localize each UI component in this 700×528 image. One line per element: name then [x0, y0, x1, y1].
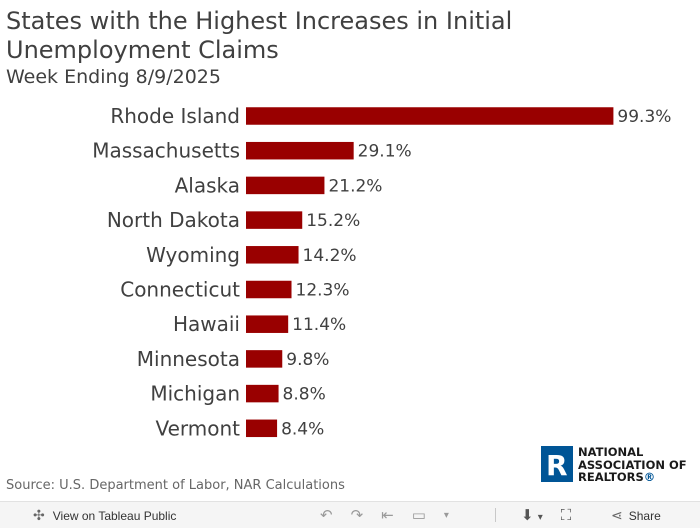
bar[interactable] — [246, 107, 614, 125]
logo-line-1: NATIONAL — [578, 445, 644, 459]
category-label: Alaska — [175, 173, 240, 197]
value-label: 21.2% — [328, 176, 382, 196]
bar-chart: Rhode Island 99.3% Massachusetts 29.1% Alask… — [92, 104, 671, 440]
pause-icon[interactable]: ▭ — [411, 507, 426, 524]
toolbar-divider — [495, 508, 496, 522]
realtor-r-icon: R — [541, 446, 573, 482]
revert-icon[interactable]: ⇤ — [381, 507, 394, 524]
view-on-tableau-button[interactable]: ✣ View on Tableau Public — [33, 507, 176, 524]
value-label: 15.2% — [306, 211, 360, 231]
download-controls: ⬇ ▾ ⛶ — [521, 506, 572, 525]
value-label: 11.4% — [292, 315, 346, 335]
category-label: Minnesota — [137, 347, 240, 371]
value-label: 14.2% — [303, 246, 357, 266]
value-label: 8.4% — [281, 419, 324, 439]
share-label: Share — [628, 508, 661, 523]
bar[interactable] — [246, 350, 283, 368]
category-label: Connecticut — [120, 278, 240, 302]
value-label: 99.3% — [617, 107, 671, 127]
redo-icon[interactable]: ↷ — [350, 507, 364, 524]
bar[interactable] — [246, 280, 292, 299]
value-label: 12.3% — [296, 281, 350, 301]
logo-reg: ® — [643, 470, 656, 484]
category-label: Massachusetts — [92, 139, 240, 163]
download-icon[interactable]: ⬇ ▾ — [521, 507, 543, 524]
category-label: Wyoming — [146, 243, 240, 267]
chart-title: States with the Highest Increases in Ini… — [6, 7, 513, 64]
value-label: 29.1% — [358, 142, 412, 162]
chart-subtitle: Week Ending 8/9/2025 — [6, 66, 221, 88]
nar-logo: R NATIONAL ASSOCIATION OF REALTORS® — [541, 446, 696, 484]
history-controls: ↶ ↷ ⇤ ▭ ▾ — [320, 506, 449, 524]
share-button[interactable]: ⋖ Share — [611, 507, 661, 524]
logo-mark: R — [546, 449, 568, 482]
logo-text: NATIONAL ASSOCIATION OF REALTORS® — [578, 446, 687, 484]
view-on-tableau-label: View on Tableau Public — [52, 508, 177, 523]
category-label: Hawaii — [173, 312, 240, 336]
logo-line-2: ASSOCIATION OF — [578, 457, 687, 472]
bar[interactable] — [246, 211, 303, 229]
category-label: Rhode Island — [110, 104, 240, 128]
undo-icon[interactable]: ↶ — [320, 507, 333, 524]
value-label: 9.8% — [286, 350, 329, 370]
bar[interactable] — [246, 246, 299, 264]
bar[interactable] — [246, 384, 279, 403]
bar[interactable] — [246, 176, 325, 195]
category-label: Michigan — [150, 382, 240, 406]
bar[interactable] — [246, 419, 278, 438]
source-note: Source: U.S. Department of Labor, NAR Ca… — [6, 478, 345, 493]
share-icon: ⋖ — [611, 507, 623, 523]
logo-line-3: REALTORS — [578, 470, 644, 484]
category-label: North Dakota — [107, 208, 240, 232]
bar[interactable] — [246, 315, 289, 333]
chevron-down-icon[interactable]: ▾ — [443, 509, 449, 521]
tableau-toolbar: ✣ View on Tableau Public ↶ ↷ ⇤ ▭ ▾ ⬇ ▾ ⛶… — [0, 501, 700, 528]
category-label: Vermont — [155, 416, 240, 440]
fullscreen-icon[interactable]: ⛶ — [560, 506, 572, 524]
tableau-icon: ✣ — [33, 507, 45, 523]
value-label: 8.8% — [283, 385, 326, 405]
bar[interactable] — [246, 141, 354, 160]
